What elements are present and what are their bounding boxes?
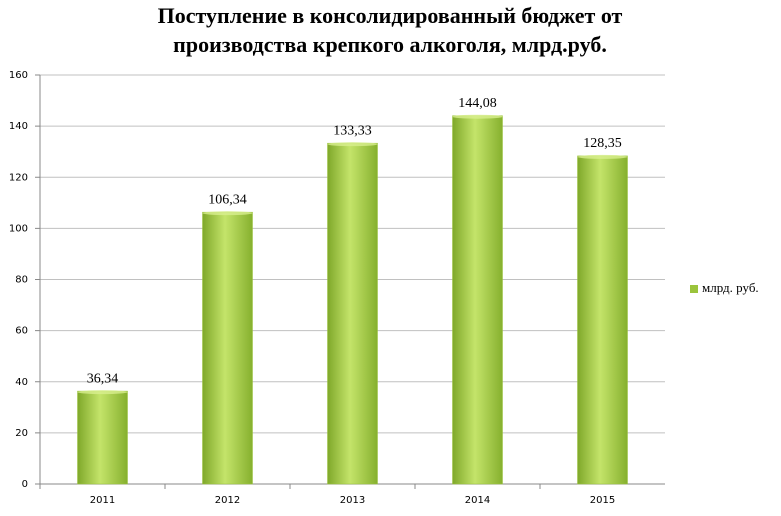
- x-tick-label: 2014: [465, 495, 490, 506]
- x-tick-label: 2012: [215, 495, 240, 506]
- chart-title: производства крепкого алкоголя, млрд.руб…: [173, 32, 607, 57]
- bar: [452, 115, 503, 485]
- legend-label: млрд. руб.: [702, 280, 759, 295]
- legend-swatch: [690, 285, 698, 293]
- y-tick-label: 40: [15, 377, 28, 388]
- y-tick-label: 20: [15, 428, 28, 439]
- y-tick-label: 140: [9, 121, 28, 132]
- value-label: 144,08: [458, 96, 497, 111]
- x-tick-label: 2015: [590, 495, 615, 506]
- value-label: 128,35: [583, 136, 622, 151]
- y-tick-label: 80: [15, 275, 28, 286]
- bar: [202, 211, 253, 485]
- bar: [327, 142, 378, 485]
- bar: [577, 155, 628, 485]
- y-tick-label: 160: [9, 70, 28, 81]
- chart-title: Поступление в консолидированный бюджет о…: [158, 3, 623, 28]
- y-tick-label: 100: [9, 223, 28, 234]
- bar-top: [452, 114, 503, 119]
- y-tick-label: 60: [15, 326, 28, 337]
- value-label: 106,34: [208, 192, 247, 207]
- bar-top: [202, 211, 253, 216]
- bar-top: [577, 154, 628, 159]
- x-tick-label: 2011: [90, 495, 115, 506]
- x-tick-label: 2013: [340, 495, 365, 506]
- y-tick-label: 0: [22, 479, 28, 490]
- y-tick-label: 120: [9, 172, 28, 183]
- bar-top: [77, 390, 128, 395]
- bar: [77, 390, 128, 485]
- bar-top: [327, 142, 378, 147]
- value-label: 133,33: [333, 123, 372, 138]
- value-label: 36,34: [87, 371, 119, 386]
